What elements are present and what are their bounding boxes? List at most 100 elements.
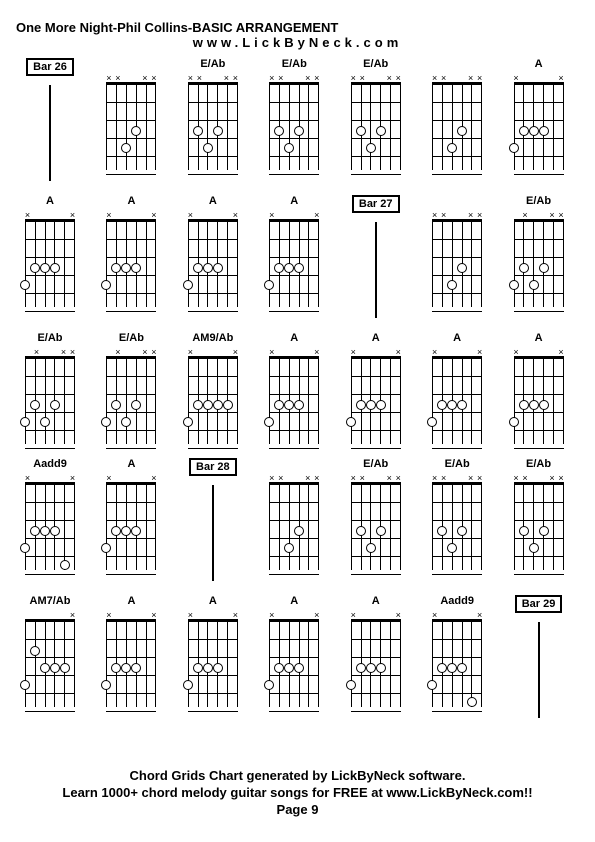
finger-dot xyxy=(539,126,549,136)
chord-cell: ×××× xyxy=(262,458,326,581)
footer-page-number: Page 9 xyxy=(0,801,595,818)
chord-cell: A×× xyxy=(99,595,163,718)
finger-dot xyxy=(223,400,233,410)
chord-diagram xyxy=(25,619,75,707)
bar-marker-cell: Bar 29 xyxy=(507,595,571,718)
finger-dot xyxy=(509,280,519,290)
finger-dot xyxy=(467,697,477,707)
chord-name-label: AM9/Ab xyxy=(192,332,233,346)
chord-name-label: A xyxy=(209,595,217,609)
finger-dot xyxy=(457,663,467,673)
finger-dot xyxy=(519,400,529,410)
finger-dot xyxy=(274,400,284,410)
finger-dot xyxy=(131,400,141,410)
bar-divider-line xyxy=(49,85,51,181)
finger-dot xyxy=(284,263,294,273)
chord-diagram xyxy=(106,219,156,307)
finger-dot xyxy=(284,543,294,553)
finger-dot xyxy=(376,126,386,136)
finger-dot xyxy=(346,680,356,690)
chord-name-label: E/Ab xyxy=(282,58,307,72)
finger-dot xyxy=(274,263,284,273)
chord-cell: A×× xyxy=(344,595,408,718)
finger-dot xyxy=(101,680,111,690)
chord-diagram xyxy=(106,482,156,570)
bar-marker-cell: Bar 26 xyxy=(18,58,82,181)
chord-diagram xyxy=(351,82,401,170)
footer-line-1: Chord Grids Chart generated by LickByNec… xyxy=(0,767,595,784)
chord-diagram xyxy=(432,219,482,307)
finger-dot xyxy=(457,126,467,136)
finger-dot xyxy=(519,263,529,273)
chord-diagram xyxy=(514,482,564,570)
finger-dot xyxy=(121,526,131,536)
finger-dot xyxy=(294,400,304,410)
chord-diagram xyxy=(188,219,238,307)
finger-dot xyxy=(50,526,60,536)
finger-dot xyxy=(20,417,30,427)
finger-dot xyxy=(356,400,366,410)
finger-dot xyxy=(346,417,356,427)
finger-dot xyxy=(447,663,457,673)
finger-dot xyxy=(193,263,203,273)
finger-dot xyxy=(447,280,457,290)
chord-cell: AM9/Ab×× xyxy=(181,332,245,444)
finger-dot xyxy=(539,526,549,536)
chord-cell: E/Ab×××× xyxy=(344,458,408,581)
finger-dot xyxy=(193,126,203,136)
finger-dot xyxy=(60,663,70,673)
chord-diagram xyxy=(25,482,75,570)
finger-dot xyxy=(40,526,50,536)
finger-dot xyxy=(203,663,213,673)
chord-cell: A×× xyxy=(262,195,326,318)
chord-name-label: E/Ab xyxy=(37,332,62,346)
finger-dot xyxy=(50,263,60,273)
site-subtitle: www.LickByNeck.com xyxy=(24,35,571,50)
finger-dot xyxy=(111,526,121,536)
chord-diagram xyxy=(351,356,401,444)
finger-dot xyxy=(294,126,304,136)
chord-cell: E/Ab××× xyxy=(507,195,571,318)
chord-cell: E/Ab×××× xyxy=(181,58,245,181)
chord-name-label: A xyxy=(209,195,217,209)
finger-dot xyxy=(539,400,549,410)
finger-dot xyxy=(183,280,193,290)
finger-dot xyxy=(111,400,121,410)
finger-dot xyxy=(203,400,213,410)
chord-cell: ×××× xyxy=(425,195,489,318)
chord-cell: A×× xyxy=(99,458,163,581)
finger-dot xyxy=(437,526,447,536)
finger-dot xyxy=(437,663,447,673)
finger-dot xyxy=(40,417,50,427)
finger-dot xyxy=(356,126,366,136)
chord-name-label: A xyxy=(535,332,543,346)
finger-dot xyxy=(376,526,386,536)
finger-dot xyxy=(366,663,376,673)
bar-marker-cell: Bar 28 xyxy=(181,458,245,581)
finger-dot xyxy=(131,263,141,273)
finger-dot xyxy=(376,400,386,410)
finger-dot xyxy=(529,400,539,410)
chord-name-label: Aadd9 xyxy=(440,595,474,609)
finger-dot xyxy=(447,543,457,553)
chord-cell: A×× xyxy=(425,332,489,444)
chord-diagram xyxy=(188,619,238,707)
finger-dot xyxy=(509,143,519,153)
finger-dot xyxy=(264,680,274,690)
finger-dot xyxy=(203,263,213,273)
chord-diagram xyxy=(514,82,564,170)
chord-cell: Aadd9×× xyxy=(425,595,489,718)
finger-dot xyxy=(101,280,111,290)
finger-dot xyxy=(294,263,304,273)
finger-dot xyxy=(101,417,111,427)
finger-dot xyxy=(519,126,529,136)
chord-diagram xyxy=(106,619,156,707)
chord-cell: A×× xyxy=(507,332,571,444)
finger-dot xyxy=(274,663,284,673)
chord-cell: AM7/Ab× xyxy=(18,595,82,718)
finger-dot xyxy=(111,263,121,273)
chord-name-label: E/Ab xyxy=(526,458,551,472)
finger-dot xyxy=(457,263,467,273)
chord-name-label: E/Ab xyxy=(526,195,551,209)
finger-dot xyxy=(366,143,376,153)
